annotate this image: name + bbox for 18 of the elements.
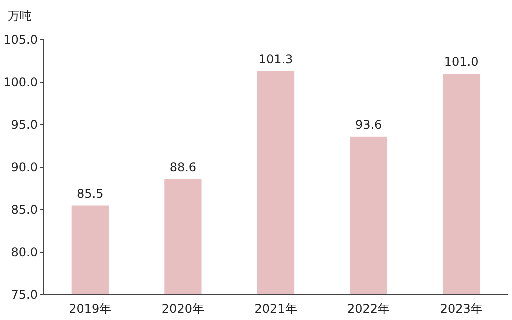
y-axis-title: 万吨 bbox=[8, 9, 32, 23]
data-label: 101.0 bbox=[444, 55, 479, 69]
data-label: 93.6 bbox=[355, 118, 382, 132]
y-tick-label: 90.0 bbox=[11, 160, 38, 175]
data-label: 85.5 bbox=[77, 186, 104, 201]
x-tick-label: 2022年 bbox=[348, 302, 390, 316]
x-tick-label: 2020年 bbox=[162, 302, 204, 316]
data-label: 88.6 bbox=[170, 160, 197, 174]
y-tick-label: 85.0 bbox=[11, 203, 38, 218]
data-label: 101.3 bbox=[258, 52, 294, 66]
x-tick-label: 2021年 bbox=[254, 302, 298, 316]
y-tick-label: 100.0 bbox=[4, 76, 38, 90]
y-tick-label: 95.0 bbox=[11, 118, 38, 132]
x-tick-label: 2019年 bbox=[69, 302, 112, 316]
x-tick-label: 2023年 bbox=[440, 302, 483, 316]
y-tick-label: 80.0 bbox=[11, 246, 38, 260]
y-tick-label: 105.0 bbox=[4, 33, 38, 48]
y-tick-label: 75.0 bbox=[11, 288, 38, 302]
